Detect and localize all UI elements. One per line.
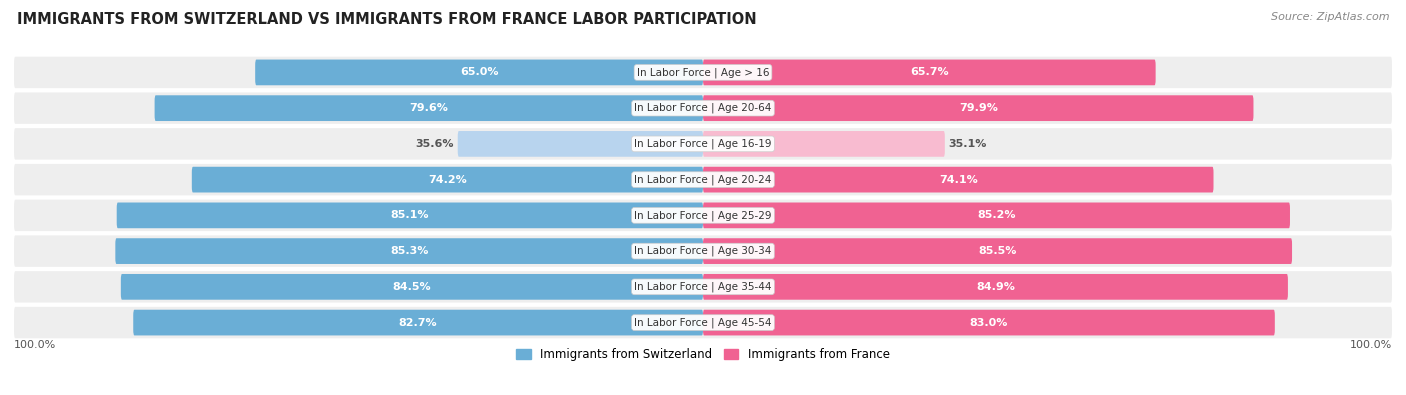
Text: In Labor Force | Age 30-34: In Labor Force | Age 30-34	[634, 246, 772, 256]
Text: In Labor Force | Age 16-19: In Labor Force | Age 16-19	[634, 139, 772, 149]
FancyBboxPatch shape	[703, 95, 1254, 121]
FancyBboxPatch shape	[14, 235, 1392, 267]
Text: 100.0%: 100.0%	[14, 340, 56, 350]
Text: 84.5%: 84.5%	[392, 282, 432, 292]
Text: In Labor Force | Age 45-54: In Labor Force | Age 45-54	[634, 317, 772, 328]
FancyBboxPatch shape	[155, 95, 703, 121]
Legend: Immigrants from Switzerland, Immigrants from France: Immigrants from Switzerland, Immigrants …	[512, 343, 894, 366]
Text: IMMIGRANTS FROM SWITZERLAND VS IMMIGRANTS FROM FRANCE LABOR PARTICIPATION: IMMIGRANTS FROM SWITZERLAND VS IMMIGRANT…	[17, 12, 756, 27]
FancyBboxPatch shape	[703, 167, 1213, 192]
FancyBboxPatch shape	[121, 274, 703, 300]
Text: 85.1%: 85.1%	[391, 211, 429, 220]
Text: 74.1%: 74.1%	[939, 175, 977, 184]
Text: 85.2%: 85.2%	[977, 211, 1015, 220]
Text: 83.0%: 83.0%	[970, 318, 1008, 327]
FancyBboxPatch shape	[117, 203, 703, 228]
FancyBboxPatch shape	[14, 307, 1392, 338]
Text: In Labor Force | Age 20-64: In Labor Force | Age 20-64	[634, 103, 772, 113]
FancyBboxPatch shape	[14, 92, 1392, 124]
FancyBboxPatch shape	[115, 238, 703, 264]
Text: 35.6%: 35.6%	[416, 139, 454, 149]
FancyBboxPatch shape	[703, 310, 1275, 335]
FancyBboxPatch shape	[703, 274, 1288, 300]
FancyBboxPatch shape	[254, 60, 703, 85]
Text: Source: ZipAtlas.com: Source: ZipAtlas.com	[1271, 12, 1389, 22]
Text: 74.2%: 74.2%	[427, 175, 467, 184]
FancyBboxPatch shape	[134, 310, 703, 335]
Text: In Labor Force | Age 35-44: In Labor Force | Age 35-44	[634, 282, 772, 292]
Text: In Labor Force | Age 20-24: In Labor Force | Age 20-24	[634, 174, 772, 185]
Text: 100.0%: 100.0%	[1350, 340, 1392, 350]
FancyBboxPatch shape	[14, 57, 1392, 88]
Text: 85.5%: 85.5%	[979, 246, 1017, 256]
Text: 65.0%: 65.0%	[460, 68, 498, 77]
Text: In Labor Force | Age > 16: In Labor Force | Age > 16	[637, 67, 769, 78]
Text: In Labor Force | Age 25-29: In Labor Force | Age 25-29	[634, 210, 772, 221]
Text: 35.1%: 35.1%	[948, 139, 987, 149]
Text: 85.3%: 85.3%	[389, 246, 429, 256]
Text: 79.6%: 79.6%	[409, 103, 449, 113]
FancyBboxPatch shape	[14, 199, 1392, 231]
Text: 65.7%: 65.7%	[910, 68, 949, 77]
FancyBboxPatch shape	[191, 167, 703, 192]
Text: 82.7%: 82.7%	[399, 318, 437, 327]
Text: 79.9%: 79.9%	[959, 103, 998, 113]
FancyBboxPatch shape	[703, 203, 1289, 228]
FancyBboxPatch shape	[703, 60, 1156, 85]
FancyBboxPatch shape	[703, 238, 1292, 264]
FancyBboxPatch shape	[458, 131, 703, 157]
FancyBboxPatch shape	[14, 128, 1392, 160]
FancyBboxPatch shape	[14, 164, 1392, 196]
Text: 84.9%: 84.9%	[976, 282, 1015, 292]
FancyBboxPatch shape	[703, 131, 945, 157]
FancyBboxPatch shape	[14, 271, 1392, 303]
